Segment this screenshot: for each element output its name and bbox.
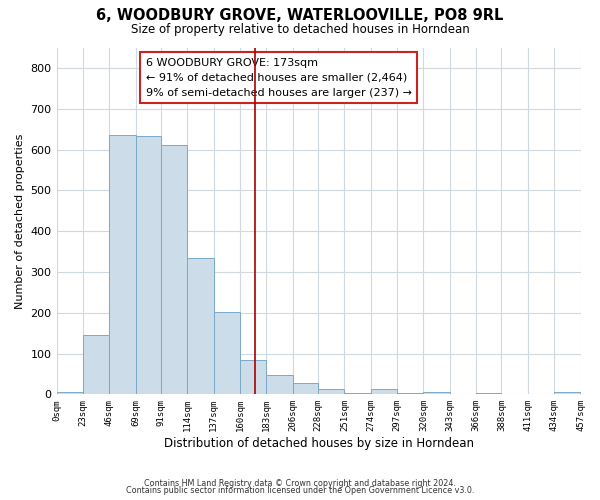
Bar (266, 374, 293, 394)
Bar (83, 335, 109, 394)
Text: Contains HM Land Registry data © Crown copyright and database right 2024.: Contains HM Land Registry data © Crown c… (144, 478, 456, 488)
Bar (476, 393, 502, 394)
Bar (109, 135, 136, 394)
Y-axis label: Number of detached properties: Number of detached properties (15, 133, 25, 308)
Bar (293, 384, 318, 394)
Bar (240, 360, 266, 394)
Bar (56, 392, 83, 394)
Bar (371, 390, 397, 394)
Bar (161, 146, 187, 394)
Bar (214, 312, 240, 394)
Bar (187, 258, 214, 394)
Bar (318, 388, 344, 394)
Bar (424, 392, 450, 394)
Bar (344, 393, 371, 394)
Bar (554, 392, 580, 394)
Bar (136, 136, 161, 394)
Text: 6, WOODBURY GROVE, WATERLOOVILLE, PO8 9RL: 6, WOODBURY GROVE, WATERLOOVILLE, PO8 9R… (97, 8, 503, 22)
Text: Contains public sector information licensed under the Open Government Licence v3: Contains public sector information licen… (126, 486, 474, 495)
Text: Size of property relative to detached houses in Horndean: Size of property relative to detached ho… (131, 22, 469, 36)
X-axis label: Distribution of detached houses by size in Horndean: Distribution of detached houses by size … (164, 437, 473, 450)
Bar (397, 393, 424, 394)
Text: 6 WOODBURY GROVE: 173sqm
← 91% of detached houses are smaller (2,464)
9% of semi: 6 WOODBURY GROVE: 173sqm ← 91% of detach… (146, 58, 412, 98)
